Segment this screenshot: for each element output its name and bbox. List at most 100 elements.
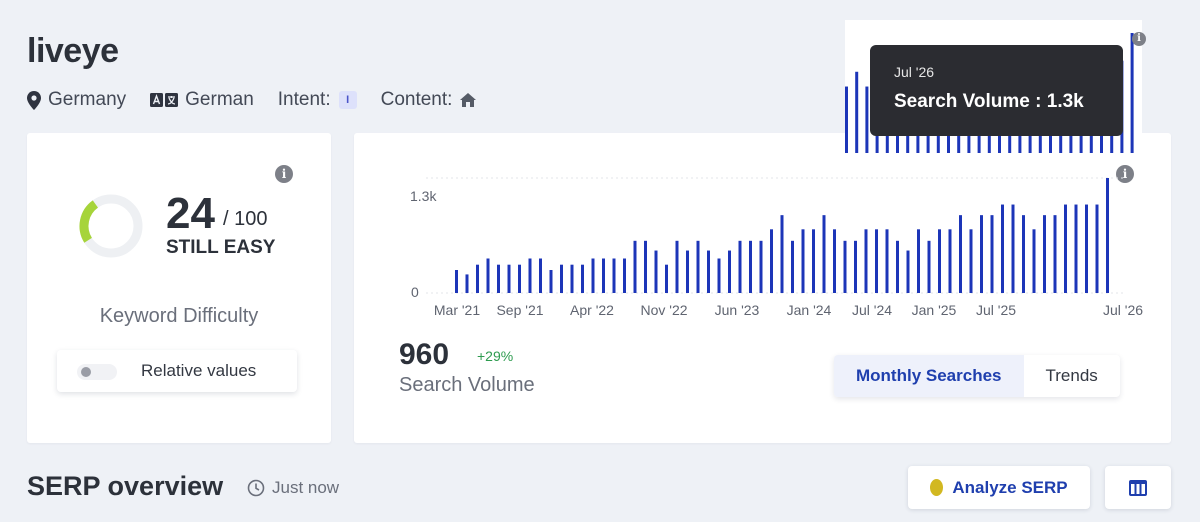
chart-bar[interactable] bbox=[1074, 204, 1078, 293]
chart-bar[interactable] bbox=[738, 240, 742, 293]
chart-bar[interactable] bbox=[948, 229, 952, 293]
info-icon[interactable]: i bbox=[275, 165, 293, 183]
relative-values-toggle[interactable]: Relative values bbox=[57, 350, 297, 392]
language-flag-icon bbox=[150, 93, 179, 107]
x-tick-label: Jan '25 bbox=[912, 302, 957, 318]
chart-bar[interactable] bbox=[896, 240, 899, 293]
chart-bar[interactable] bbox=[696, 240, 700, 293]
chart-bar[interactable] bbox=[675, 240, 679, 293]
chart-bar[interactable] bbox=[749, 240, 752, 293]
chart-bar[interactable] bbox=[507, 264, 511, 293]
tab-trends[interactable]: Trends bbox=[1045, 366, 1098, 385]
tooltip-value: Search Volume : 1.3k bbox=[894, 91, 1084, 112]
intent-badge[interactable]: I bbox=[338, 91, 357, 109]
language: German bbox=[150, 89, 254, 111]
chart-bar[interactable] bbox=[560, 264, 563, 293]
chart-bar[interactable] bbox=[581, 264, 584, 293]
location: Germany bbox=[27, 89, 126, 111]
search-volume-card: i 0 1.3k Mar '21 Sep '21 Apr '22 Nov '22 Jun '… bbox=[354, 133, 1171, 443]
chart-bar[interactable] bbox=[1085, 204, 1088, 293]
chart-bar[interactable] bbox=[497, 264, 500, 293]
chart-bar[interactable] bbox=[686, 250, 689, 293]
chart-bar[interactable] bbox=[455, 270, 458, 293]
relative-values-label: Relative values bbox=[141, 361, 257, 380]
map-pin-icon bbox=[27, 90, 41, 110]
chart-bar[interactable] bbox=[633, 240, 637, 293]
chart-bar[interactable] bbox=[602, 258, 605, 294]
chart-bar[interactable] bbox=[801, 229, 805, 293]
search-volume-value: 960 bbox=[399, 338, 450, 371]
location-label: Germany bbox=[48, 89, 127, 110]
chart-bar[interactable] bbox=[717, 258, 721, 294]
chart-bar[interactable] bbox=[938, 229, 941, 293]
chart-bar[interactable] bbox=[570, 264, 574, 293]
chart-bar[interactable] bbox=[854, 240, 857, 293]
chart-bar[interactable] bbox=[812, 229, 815, 293]
chart-bar[interactable] bbox=[927, 240, 931, 293]
overlay-bar bbox=[845, 86, 848, 153]
chart-bar[interactable] bbox=[549, 270, 553, 293]
chart-bar[interactable] bbox=[518, 264, 521, 293]
chart-bar[interactable] bbox=[875, 229, 878, 293]
chart-bar[interactable] bbox=[833, 229, 836, 293]
chart-bar[interactable] bbox=[644, 240, 647, 293]
chart-bar[interactable] bbox=[1053, 215, 1057, 293]
chart-bar[interactable] bbox=[822, 215, 826, 293]
chart-bar[interactable] bbox=[864, 229, 868, 293]
columns-icon bbox=[1129, 479, 1147, 496]
y-tick-label: 0 bbox=[411, 284, 419, 300]
chart-bar[interactable] bbox=[707, 250, 710, 293]
columns-button[interactable] bbox=[1105, 466, 1171, 509]
chart-bar[interactable] bbox=[1032, 229, 1036, 293]
chart-bar[interactable] bbox=[1001, 204, 1004, 293]
chart-bar[interactable] bbox=[665, 264, 668, 293]
chart-bar[interactable] bbox=[791, 240, 794, 293]
toggle-switch[interactable] bbox=[77, 364, 117, 380]
chart-bar[interactable] bbox=[780, 215, 784, 293]
serp-overview-title: SERP overview bbox=[27, 471, 224, 501]
tab-monthly-searches[interactable]: Monthly Searches bbox=[834, 355, 1024, 397]
tooltip-date: Jul '26 bbox=[894, 64, 935, 80]
chart-bar[interactable] bbox=[654, 250, 658, 293]
chart-bar[interactable] bbox=[591, 258, 595, 294]
chart-bar[interactable] bbox=[1095, 204, 1099, 293]
chart-bar[interactable] bbox=[885, 229, 889, 293]
x-tick-label: Jul '26 bbox=[1103, 302, 1143, 318]
language-label: German bbox=[185, 89, 254, 110]
x-tick-label: Mar '21 bbox=[434, 302, 480, 318]
chart-bar[interactable] bbox=[969, 229, 973, 293]
y-tick-label: 1.3k bbox=[410, 188, 437, 204]
analyze-serp-button[interactable]: Analyze SERP bbox=[908, 466, 1090, 509]
x-tick-label: Nov '22 bbox=[640, 302, 687, 318]
chart-bar[interactable] bbox=[465, 274, 469, 293]
chart-bar[interactable] bbox=[1106, 178, 1109, 293]
chart-bar[interactable] bbox=[728, 250, 731, 293]
chart-bar[interactable] bbox=[917, 229, 920, 293]
chart-bar[interactable] bbox=[612, 258, 616, 294]
overlay-bar bbox=[855, 71, 859, 153]
chart-bar[interactable] bbox=[1011, 204, 1015, 293]
chart-bar[interactable] bbox=[1043, 215, 1046, 293]
info-icon[interactable]: i bbox=[1116, 165, 1134, 183]
chart-bar[interactable] bbox=[528, 258, 532, 294]
chart-bar[interactable] bbox=[539, 258, 542, 294]
chart-bar[interactable] bbox=[486, 258, 490, 294]
analyze-serp-label: Analyze SERP bbox=[952, 477, 1068, 497]
chart-bar[interactable] bbox=[843, 240, 847, 293]
search-volume-chart: 0 1.3k Mar '21 Sep '21 Apr '22 Nov '22 Jun '23… bbox=[410, 177, 1143, 318]
chart-bar[interactable] bbox=[759, 240, 763, 293]
difficulty-max: / 100 bbox=[223, 208, 268, 230]
intent-label: Intent: bbox=[277, 89, 331, 110]
chart-bar[interactable] bbox=[906, 250, 910, 293]
search-volume-label: Search Volume bbox=[399, 374, 535, 396]
chart-bar[interactable] bbox=[770, 229, 773, 293]
chart-bar[interactable] bbox=[1022, 215, 1025, 293]
info-icon: i bbox=[1132, 32, 1146, 46]
lightbulb-icon bbox=[930, 479, 944, 496]
chart-bar[interactable] bbox=[476, 264, 479, 293]
chart-bar[interactable] bbox=[1064, 204, 1067, 293]
chart-bar[interactable] bbox=[990, 215, 994, 293]
chart-bar[interactable] bbox=[623, 258, 626, 294]
chart-bar[interactable] bbox=[959, 215, 962, 293]
chart-bar[interactable] bbox=[980, 215, 983, 293]
